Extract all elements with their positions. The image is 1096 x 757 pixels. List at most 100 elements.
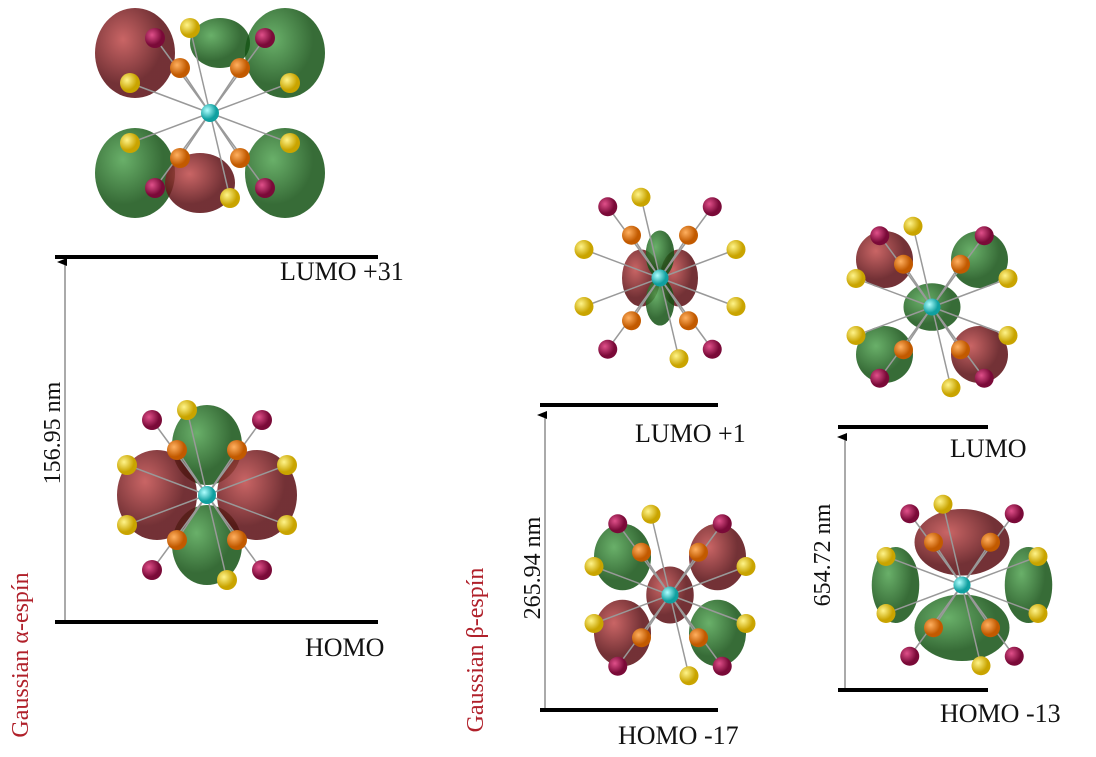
molecules bbox=[95, 8, 1052, 685]
atom bbox=[975, 369, 994, 388]
atom bbox=[877, 547, 896, 566]
atom bbox=[713, 514, 732, 533]
atom bbox=[622, 311, 641, 330]
atom bbox=[198, 486, 216, 504]
atom bbox=[277, 455, 297, 475]
bond bbox=[210, 113, 290, 143]
atom bbox=[727, 297, 746, 316]
atom bbox=[632, 543, 651, 562]
atom bbox=[942, 378, 961, 397]
atom bbox=[227, 440, 247, 460]
atom bbox=[180, 18, 200, 38]
atom bbox=[575, 240, 594, 259]
atom bbox=[167, 440, 187, 460]
molecule bbox=[95, 8, 325, 218]
atom bbox=[585, 614, 604, 633]
wavelength: 654.72 nm bbox=[810, 503, 836, 606]
molecule bbox=[847, 217, 1018, 398]
wavelength: 265.94 nm bbox=[520, 516, 546, 619]
atom bbox=[255, 178, 275, 198]
atom bbox=[598, 340, 617, 359]
atom bbox=[145, 178, 165, 198]
molecule bbox=[585, 505, 756, 686]
atom bbox=[924, 533, 943, 552]
level-label: HOMO bbox=[305, 633, 384, 662]
atom bbox=[679, 226, 698, 245]
level-label: HOMO -13 bbox=[940, 699, 1061, 728]
atom bbox=[737, 614, 756, 633]
atom bbox=[585, 557, 604, 576]
atom bbox=[280, 133, 300, 153]
atom bbox=[670, 349, 689, 368]
atom bbox=[999, 326, 1018, 345]
atom bbox=[277, 515, 297, 535]
atom bbox=[167, 530, 187, 550]
atom bbox=[651, 269, 668, 286]
atom bbox=[142, 410, 162, 430]
atom bbox=[608, 657, 627, 676]
atom bbox=[622, 226, 641, 245]
atom bbox=[117, 455, 137, 475]
atom bbox=[870, 369, 889, 388]
atom bbox=[145, 28, 165, 48]
atom bbox=[117, 515, 137, 535]
atom bbox=[737, 557, 756, 576]
level-label: LUMO bbox=[950, 434, 1027, 463]
atom bbox=[120, 73, 140, 93]
atom bbox=[894, 340, 913, 359]
atom bbox=[900, 504, 919, 523]
atom bbox=[230, 148, 250, 168]
atom bbox=[934, 495, 953, 514]
atom bbox=[975, 226, 994, 245]
wavelength: 156.95 nm bbox=[40, 381, 66, 484]
level-label: HOMO -17 bbox=[618, 721, 739, 750]
atom bbox=[689, 543, 708, 562]
atom bbox=[679, 311, 698, 330]
atom bbox=[924, 618, 943, 637]
atom bbox=[689, 628, 708, 647]
molecule bbox=[117, 400, 297, 590]
atom bbox=[894, 255, 913, 274]
bond bbox=[210, 83, 290, 113]
atom bbox=[230, 58, 250, 78]
atom bbox=[217, 570, 237, 590]
atom bbox=[703, 340, 722, 359]
atom bbox=[598, 197, 617, 216]
atom bbox=[904, 217, 923, 236]
spin-label: Gaussian β-espín bbox=[463, 568, 489, 733]
atom bbox=[1005, 647, 1024, 666]
diagram: LUMO +31 HOMO 156.95 nm Gaussian α-espín… bbox=[0, 0, 1096, 757]
level-label: LUMO +31 bbox=[280, 257, 404, 286]
atom bbox=[255, 28, 275, 48]
atom bbox=[170, 148, 190, 168]
bond bbox=[130, 113, 210, 143]
atom bbox=[120, 133, 140, 153]
atom bbox=[951, 255, 970, 274]
atom bbox=[951, 340, 970, 359]
atom bbox=[608, 514, 627, 533]
atom bbox=[142, 560, 162, 580]
atom bbox=[870, 226, 889, 245]
atom bbox=[632, 628, 651, 647]
atom bbox=[703, 197, 722, 216]
atom bbox=[953, 576, 970, 593]
atom bbox=[227, 530, 247, 550]
spin-label: Gaussian α-espín bbox=[8, 572, 34, 737]
level-label: LUMO +1 bbox=[635, 419, 746, 448]
atom bbox=[170, 58, 190, 78]
atom bbox=[1005, 504, 1024, 523]
atom bbox=[252, 560, 272, 580]
atom bbox=[972, 656, 991, 675]
atom bbox=[900, 647, 919, 666]
atom bbox=[661, 586, 678, 603]
atom bbox=[727, 240, 746, 259]
atom bbox=[642, 505, 661, 524]
atom bbox=[877, 604, 896, 623]
molecule bbox=[872, 495, 1053, 676]
atom bbox=[632, 188, 651, 207]
atom bbox=[220, 188, 240, 208]
atom bbox=[847, 269, 866, 288]
atom bbox=[981, 618, 1000, 637]
molecule bbox=[575, 188, 746, 369]
atom bbox=[999, 269, 1018, 288]
